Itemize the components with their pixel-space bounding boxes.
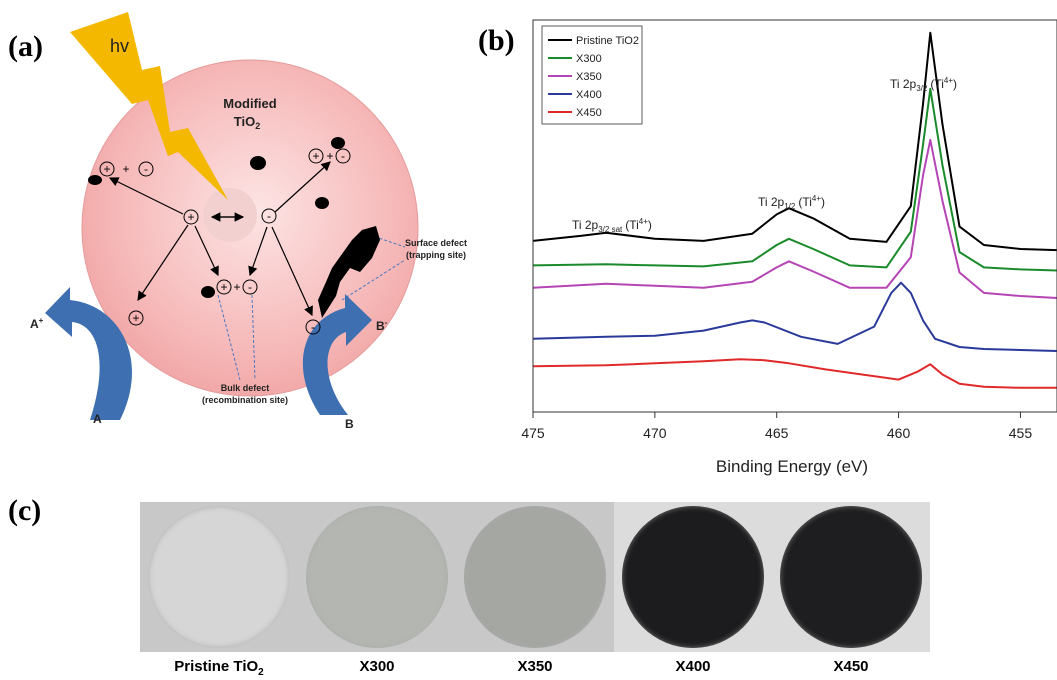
a-plus-label: A+ <box>30 316 44 331</box>
svg-text:+: + <box>187 210 194 224</box>
svg-text:-: - <box>144 162 148 176</box>
legend-entry: X350 <box>576 71 602 83</box>
sample-label: X350 <box>517 658 553 675</box>
svg-text:-: - <box>267 209 271 223</box>
svg-text:+: + <box>132 311 139 325</box>
plot-frame <box>532 19 1057 413</box>
bulk-defect-label-2: (recombination site) <box>202 395 288 405</box>
sample-photo <box>614 502 772 652</box>
svg-text:-: - <box>311 320 315 334</box>
panel-a-schematic: hv Modified TiO2 <box>0 0 520 470</box>
legend-entry: X300 <box>576 53 602 65</box>
svg-text:+: + <box>326 149 333 163</box>
svg-text:+: + <box>312 149 319 163</box>
bulk-defects <box>88 137 345 298</box>
x-tick-label: 460 <box>887 425 911 441</box>
charge-transfer-arrows <box>108 161 331 317</box>
a-label: A <box>93 412 102 426</box>
annotation-ti2p12: Ti 2p1/2 (Ti4+) <box>758 194 825 211</box>
panel-c-label: (c) <box>8 494 42 527</box>
photocatalysis-diagram: hv Modified TiO2 <box>30 12 467 431</box>
x-tick-label: 475 <box>521 425 545 441</box>
lightning-bolt-icon <box>70 12 228 200</box>
sample-photo <box>298 502 456 652</box>
surface-defect-label-1: Surface defect <box>405 238 467 248</box>
powder-disk <box>464 506 606 648</box>
x-tick-label: 470 <box>643 425 667 441</box>
charge-carriers: + + - + - + + - + + - + - <box>99 148 351 335</box>
sample-label: X450 <box>833 658 869 675</box>
svg-text:+: + <box>103 162 110 176</box>
panel-b-xps-chart: (b) 475 470 465 460 455 Binding Energy (eV) … <box>478 0 1057 490</box>
particle-title-1: Modified <box>223 96 276 111</box>
series-line-2 <box>532 138 1057 299</box>
b-label: B <box>345 417 354 431</box>
series-line-0 <box>532 31 1057 252</box>
excitation-center <box>203 188 257 242</box>
particle-title-2: TiO2 <box>234 114 260 131</box>
bulk-defect-label-1: Bulk defect <box>221 383 270 393</box>
legend-entry: X450 <box>576 107 602 119</box>
sample-photo <box>772 502 930 652</box>
b-minus-curved-arrow <box>302 294 372 415</box>
bulk-defect-dashed <box>217 294 256 381</box>
surface-defect-blob <box>318 226 380 318</box>
series-line-4 <box>532 358 1057 389</box>
annotation-ti2p32: Ti 2p3/2 (Ti4+) <box>890 76 957 93</box>
svg-text:+: + <box>220 280 227 294</box>
svg-text:+: + <box>233 280 240 294</box>
legend-entry: Pristine TiO2 <box>576 35 639 47</box>
x-tick-label: 455 <box>1009 425 1033 441</box>
svg-text:-: - <box>341 149 345 163</box>
hv-label: hv <box>110 36 129 56</box>
panel-a-label: (a) <box>8 30 43 63</box>
xps-spectra-svg: 475 470 465 460 455 Binding Energy (eV) Pris… <box>521 19 1057 476</box>
powder-disk <box>148 506 290 648</box>
surface-defect-label-2: (trapping site) <box>406 250 466 260</box>
svg-text:-: - <box>248 280 252 294</box>
legend-entry: X400 <box>576 89 602 101</box>
sample-label: X300 <box>359 658 395 675</box>
sample-label: X400 <box>675 658 711 675</box>
x-axis-label: Binding Energy (eV) <box>716 457 868 476</box>
annotation-ti2p32-sat: Ti 2p3/2 sat (Ti4+) <box>572 217 652 234</box>
sample-label: Pristine TiO2 <box>174 658 264 678</box>
a-plus-curved-arrow <box>45 287 132 420</box>
b-minus-label: B- <box>376 318 388 333</box>
legend: Pristine TiO2 X300 X350 X400 X450 <box>541 25 643 125</box>
powder-disk <box>622 506 764 648</box>
x-tick-label: 465 <box>765 425 789 441</box>
powder-disk <box>780 506 922 648</box>
svg-text:+: + <box>122 162 129 176</box>
x-axis-ticks: 475 470 465 460 455 <box>521 412 1032 441</box>
series-line-1 <box>532 87 1057 272</box>
panel-c-sample-photos: (c) Pristine TiO2 X300 X350 X400 X450 <box>0 490 1057 680</box>
sample-photo <box>456 502 614 652</box>
panel-b-label: (b) <box>478 24 515 57</box>
series-line-3 <box>532 281 1057 352</box>
sample-photo <box>140 502 298 652</box>
powder-disk <box>306 506 448 648</box>
series-lines <box>532 31 1057 389</box>
